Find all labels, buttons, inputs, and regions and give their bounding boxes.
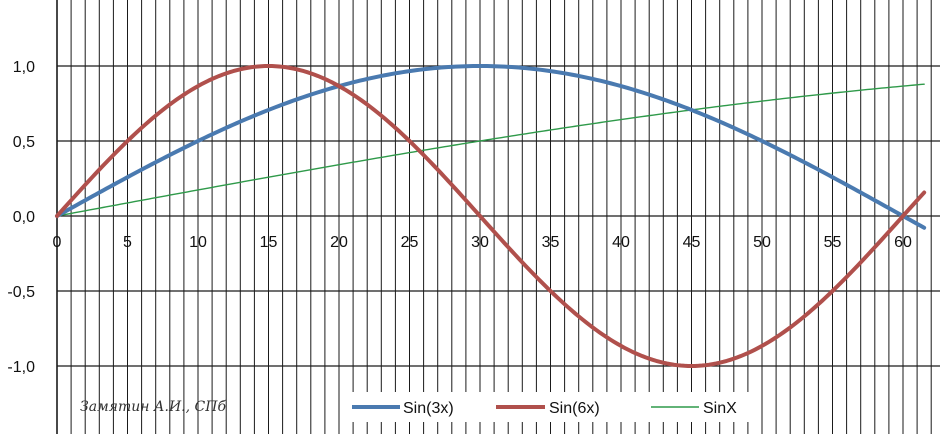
- x-tick-label: 20: [330, 234, 348, 251]
- data-point: [338, 164, 341, 167]
- data-point: [620, 345, 623, 348]
- data-point: [197, 84, 200, 87]
- y-tick-label: 0,5: [13, 134, 35, 151]
- x-tick-label: 0: [53, 234, 62, 251]
- data-point: [126, 201, 129, 204]
- x-tick-label: 10: [189, 234, 207, 251]
- data-point: [479, 65, 482, 68]
- x-tick-label: 15: [260, 234, 278, 251]
- data-point: [267, 65, 270, 68]
- data-point: [831, 92, 834, 95]
- data-point: [267, 176, 270, 179]
- data-point: [408, 69, 411, 72]
- data-point: [549, 69, 552, 72]
- y-tick-label: 0,0: [13, 209, 35, 226]
- x-tick-label: 45: [683, 234, 701, 251]
- x-tick-labels: 0 5 10 15 20 25 30 35 40 45 50 55 60: [53, 234, 912, 251]
- data-point: [197, 140, 200, 143]
- legend-label: Sin(6x): [549, 400, 600, 417]
- x-tick-label: 5: [123, 234, 132, 251]
- data-point: [408, 140, 411, 143]
- data-point: [549, 129, 552, 132]
- data-point: [761, 345, 764, 348]
- x-tick-label: 30: [471, 234, 489, 251]
- legend: Sin(3x) Sin(6x) SinX: [340, 392, 760, 422]
- data-point: [479, 215, 482, 218]
- data-point: [56, 215, 59, 218]
- data-point: [126, 140, 129, 143]
- series-line-sinx: [56, 83, 925, 217]
- data-point: [831, 176, 834, 179]
- author-annotation: Замятин А.И., СПб: [80, 399, 226, 415]
- y-tick-label: -0,5: [7, 284, 35, 301]
- data-point: [902, 215, 905, 218]
- x-tick-label: 25: [401, 234, 419, 251]
- legend-label: Sin(3x): [403, 400, 454, 417]
- series-line-sin6x: [55, 64, 927, 368]
- x-tick-label: 50: [753, 234, 771, 251]
- data-point: [761, 140, 764, 143]
- x-tick-label: 55: [824, 234, 842, 251]
- data-point: [126, 176, 129, 179]
- data-point: [902, 84, 905, 87]
- data-point: [267, 108, 270, 111]
- data-point: [479, 140, 482, 143]
- y-tick-label: 1,0: [13, 59, 35, 76]
- data-point: [690, 365, 693, 368]
- y-tick-labels: 1,0 0,5 0,0 -0,5 -1,0: [7, 59, 35, 376]
- data-point: [690, 108, 693, 111]
- data-point: [197, 189, 200, 192]
- data-point: [620, 84, 623, 87]
- data-point: [549, 290, 552, 293]
- grid-lines: [56, 0, 940, 434]
- x-tick-label: 60: [894, 234, 912, 251]
- data-point: [338, 84, 341, 87]
- x-tick-label: 40: [612, 234, 630, 251]
- data-point: [831, 290, 834, 293]
- series-lines: [55, 64, 927, 368]
- data-point: [761, 99, 764, 102]
- x-tick-label: 35: [542, 234, 560, 251]
- legend-label: SinX: [703, 400, 737, 417]
- y-tick-label: -1,0: [7, 359, 35, 376]
- data-point: [620, 119, 623, 122]
- series-line-sin3x: [55, 64, 927, 230]
- data-point: [408, 152, 411, 155]
